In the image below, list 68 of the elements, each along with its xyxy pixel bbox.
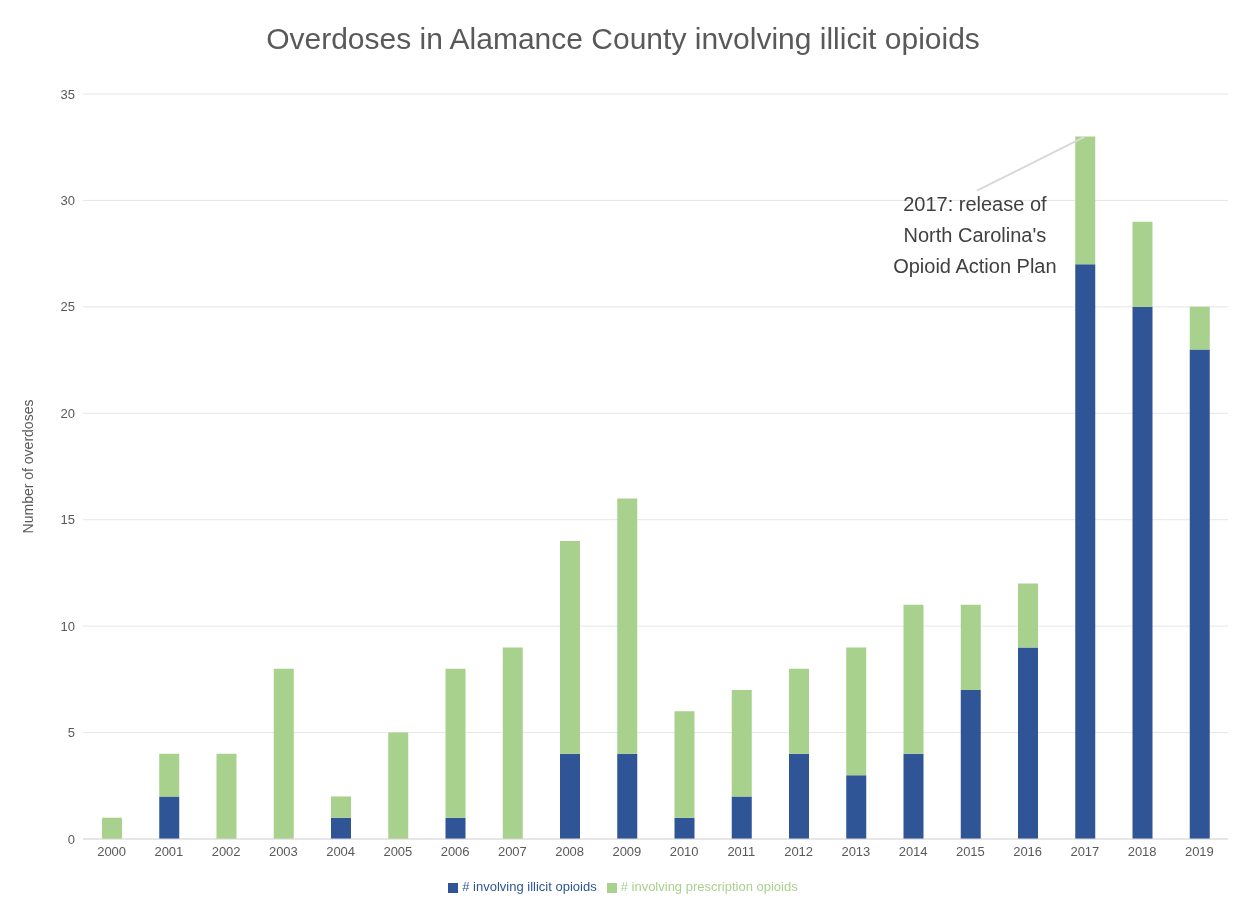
y-tick-label: 15 xyxy=(60,512,75,528)
y-tick-label: 30 xyxy=(60,193,75,209)
y-tick-label: 35 xyxy=(60,86,75,102)
bar xyxy=(1189,306,1210,350)
bar xyxy=(960,690,981,839)
bar xyxy=(560,753,580,839)
x-tick-label: 2017 xyxy=(1070,844,1100,860)
bar xyxy=(445,668,466,818)
bar xyxy=(674,711,695,818)
bar xyxy=(502,647,523,839)
bar xyxy=(388,732,409,839)
bar xyxy=(331,796,351,818)
bar xyxy=(731,796,752,839)
chart-title: Overdoses in Alamance County involving illicit opioids xyxy=(265,21,981,57)
y-axis-title: Number of overdoses xyxy=(19,399,36,534)
bar xyxy=(846,775,867,839)
bar xyxy=(1132,221,1153,307)
bar xyxy=(1189,349,1210,839)
annotation: 2017: release of North Carolina's Opioid Action Plan xyxy=(893,192,1057,277)
x-tick-label: 2019 xyxy=(1184,844,1214,860)
x-tick-label: 2015 xyxy=(955,844,985,860)
bar xyxy=(846,647,867,776)
bar xyxy=(560,541,580,754)
bar xyxy=(960,604,981,690)
x-tick-label: 2007 xyxy=(497,844,527,860)
bar xyxy=(159,796,180,839)
x-tick-label: 2013 xyxy=(841,844,871,860)
y-tick-label: 10 xyxy=(60,618,75,634)
x-tick-label: 2016 xyxy=(1013,844,1043,860)
x-tick-label: 2018 xyxy=(1127,844,1157,860)
bar xyxy=(789,668,809,754)
bar xyxy=(1018,583,1038,648)
y-tick-label: 5 xyxy=(67,725,75,741)
legend-label: # involving illicit opioids xyxy=(462,879,597,894)
bar xyxy=(903,604,924,754)
bar xyxy=(1132,306,1153,839)
bar xyxy=(789,753,809,839)
x-tick-label: 2005 xyxy=(383,844,413,860)
x-tick-label: 2004 xyxy=(326,844,356,860)
bar xyxy=(903,753,924,839)
x-tick-label: 2012 xyxy=(784,844,814,860)
y-tick-label: 20 xyxy=(60,405,75,421)
x-tick-label: 2006 xyxy=(440,844,470,860)
x-tick-label: 2011 xyxy=(727,844,756,860)
x-tick-label: 2014 xyxy=(898,844,928,860)
bar xyxy=(216,753,237,839)
bar xyxy=(331,817,351,839)
x-tick-label: 2009 xyxy=(612,844,642,860)
y-tick-label: 25 xyxy=(60,299,75,315)
bar xyxy=(674,817,695,839)
x-tick-label: 2003 xyxy=(268,844,298,860)
x-tick-label: 2001 xyxy=(154,844,184,860)
y-tick-label: 0 xyxy=(67,831,75,847)
x-tick-label: 2008 xyxy=(555,844,585,860)
bar xyxy=(1075,136,1096,265)
bar xyxy=(102,817,122,839)
x-tick-label: 2002 xyxy=(211,844,241,860)
bar xyxy=(1018,647,1038,839)
bar xyxy=(445,817,466,839)
x-tick-label: 2010 xyxy=(669,844,699,860)
bar xyxy=(273,668,294,839)
bar xyxy=(731,690,752,797)
bar xyxy=(159,753,180,797)
legend-label: # involving prescription opioids xyxy=(620,879,798,894)
bar xyxy=(1075,264,1096,839)
bar xyxy=(617,753,638,839)
x-tick-label: 2000 xyxy=(97,844,127,860)
bar xyxy=(617,498,638,754)
